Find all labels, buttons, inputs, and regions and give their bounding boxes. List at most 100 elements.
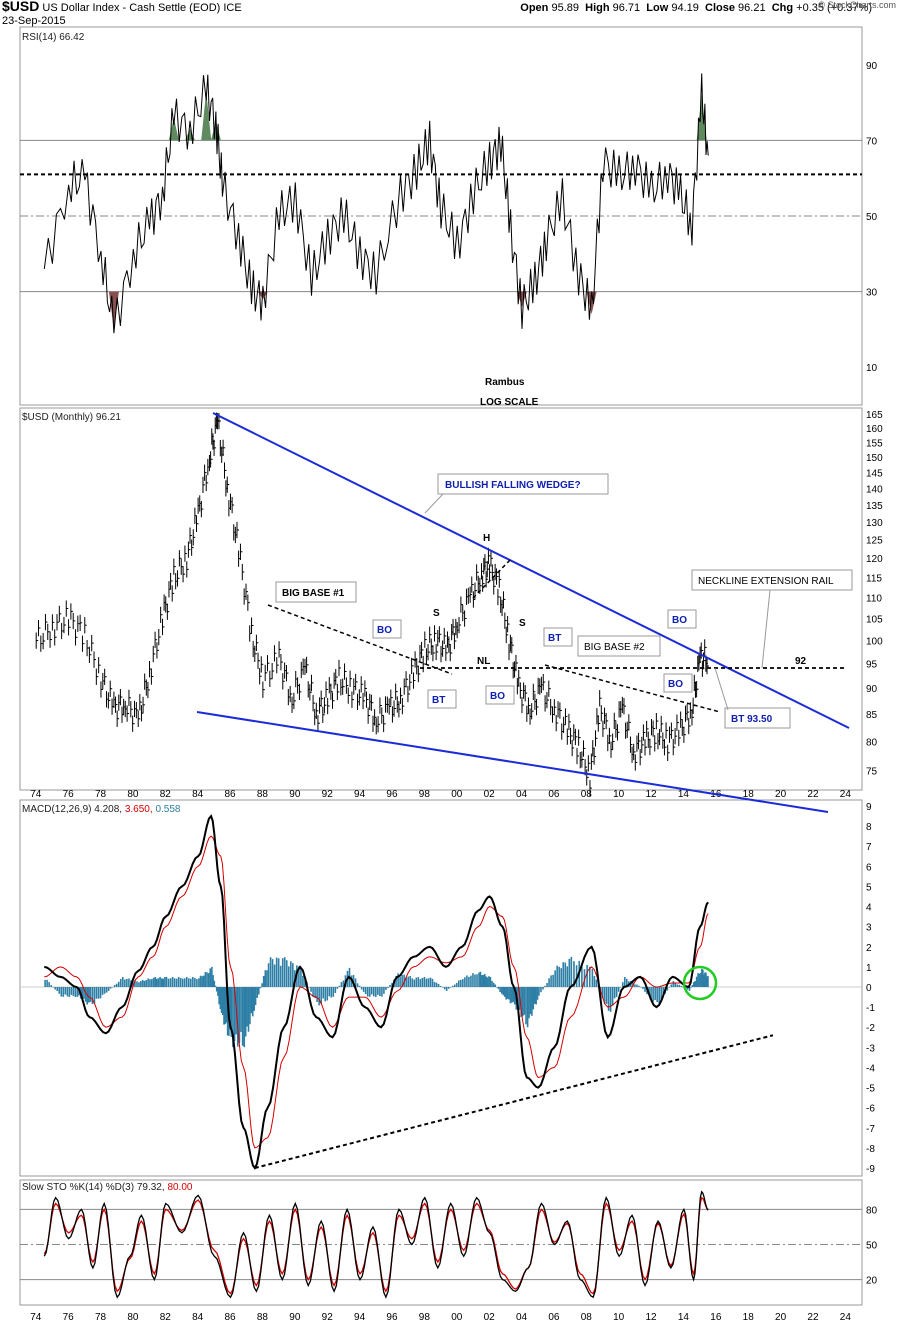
macd-histogram-bar — [702, 969, 704, 987]
macd-histogram-bar — [688, 987, 691, 991]
rsi-y-tick: 10 — [866, 363, 878, 374]
price-x-tick: 92 — [322, 789, 334, 800]
macd-histogram-bar — [672, 981, 675, 987]
macd-histogram-bar — [375, 987, 377, 997]
macd-histogram-bar — [377, 987, 379, 995]
macd-histogram-bar — [366, 987, 369, 997]
macd-histogram-bar — [152, 977, 155, 987]
macd-histogram-bar — [103, 987, 106, 994]
macd-histogram-bar — [660, 987, 663, 1000]
annotation-nl: NL — [477, 656, 490, 667]
price-y-tick: 75 — [866, 767, 878, 778]
macd-histogram-bar — [358, 985, 361, 987]
sto-label-value: 79.32, — [137, 1182, 168, 1193]
rsi-annotation-log-scale: LOG SCALE — [480, 397, 539, 408]
price-x-tick: 00 — [451, 789, 463, 800]
price-y-tick: 115 — [866, 573, 882, 584]
macd-histogram-bar — [381, 987, 383, 997]
macd-histogram-bar — [352, 975, 355, 987]
macd-histogram-bar — [157, 978, 160, 987]
macd-histogram-bar — [316, 987, 318, 1002]
macd-histogram-bar — [540, 987, 542, 993]
sto-x-tick: 18 — [743, 1312, 755, 1323]
macd-histogram-bar — [526, 987, 529, 1028]
macd-histogram-bar — [512, 987, 515, 1002]
macd-histogram-bar — [262, 975, 265, 987]
macd-y-tick: 1 — [866, 963, 872, 974]
macd-histogram-bar — [285, 960, 288, 987]
macd-histogram-bar — [169, 978, 172, 987]
macd-histogram-bar — [356, 983, 359, 987]
macd-histogram-bar — [219, 987, 222, 1010]
macd-histogram-bar — [141, 979, 144, 987]
macd-histogram-bar — [383, 987, 385, 994]
macd-histogram-bar — [497, 987, 500, 990]
big-base-2-line — [544, 664, 721, 713]
macd-histogram-bar — [308, 987, 310, 988]
macd-histogram-bar — [611, 987, 614, 1006]
sto-x-tick: 78 — [95, 1312, 107, 1323]
callout-pointer — [714, 667, 729, 711]
macd-histogram-bar — [466, 975, 468, 987]
sto-x-tick: 22 — [807, 1312, 819, 1323]
annotation-s-right: S — [519, 618, 526, 629]
panel-frame-sto — [19, 1179, 863, 1306]
macd-histogram-bar — [328, 987, 331, 997]
macd-histogram-bar — [500, 987, 503, 994]
macd-histogram — [44, 956, 709, 1048]
rsi-line — [43, 73, 709, 334]
macd-histogram-bar — [362, 987, 365, 992]
macd-histogram-bar — [395, 975, 397, 987]
price-y-tick: 155 — [866, 438, 883, 449]
macd-histogram-bar — [207, 973, 210, 987]
macd-histogram-bar — [520, 987, 522, 1018]
macd-histogram-bar — [340, 982, 343, 987]
macd-histogram-bar — [409, 975, 412, 987]
macd-histogram-bar — [204, 971, 207, 987]
annotation-big-base-1: BIG BASE #1 — [282, 588, 345, 599]
macd-histogram-bar — [517, 987, 519, 1009]
macd-histogram-bar — [254, 987, 257, 1006]
rsi-annotation-rambus: Rambus — [485, 377, 525, 388]
macd-histogram-bar — [220, 987, 223, 1013]
annotation-bo-4: BO — [672, 615, 687, 626]
macd-histogram-bar — [485, 976, 487, 987]
callout-box — [543, 627, 573, 647]
rsi-y-tick: 90 — [866, 61, 878, 72]
macd-y-tick: 6 — [866, 862, 872, 873]
macd-histogram-bar — [483, 973, 486, 987]
macd-histogram-bar — [128, 978, 130, 987]
sto-x-tick: 96 — [386, 1312, 398, 1323]
sto-x-tick: 94 — [354, 1312, 366, 1323]
symbol-name: US Dollar Index - Cash Settle (EOD) — [42, 2, 221, 14]
price-y-tick: 100 — [866, 637, 883, 648]
macd-histogram-bar — [253, 987, 255, 1011]
macd-histogram-bar — [433, 981, 436, 987]
macd-histogram-bar — [458, 980, 460, 987]
price-y-tick: 120 — [866, 554, 883, 565]
macd-histogram-bar — [314, 987, 316, 999]
macd-histogram-bar — [479, 971, 482, 987]
macd-histogram-bar — [617, 987, 620, 992]
price-y-tick: 90 — [866, 684, 878, 695]
price-x-tick: 20 — [775, 789, 787, 800]
macd-histogram-bar — [93, 987, 96, 1004]
macd-histogram-bar — [550, 975, 552, 987]
macd-histogram-bar — [173, 978, 176, 987]
macd-histogram-bar — [638, 985, 640, 987]
sto-x-tick: 92 — [322, 1312, 334, 1323]
macd-histogram-bar — [533, 987, 536, 1004]
macd-histogram-bar — [619, 987, 622, 988]
macd-histogram-bar — [196, 979, 198, 987]
macd-histogram-bar — [634, 984, 636, 987]
macd-histogram-bar — [499, 987, 501, 993]
macd-histogram-bar — [508, 987, 510, 1000]
annotation-bullish-falling-wedge: BULLISH FALLING WEDGE? — [445, 480, 581, 491]
macd-histogram-bar — [183, 978, 186, 987]
panel-frame-macd — [19, 799, 863, 1177]
macd-histogram-bar — [238, 987, 241, 1043]
macd-histogram-bar — [472, 973, 474, 987]
price-y-tick: 95 — [866, 660, 878, 671]
macd-histogram-bar — [179, 977, 182, 987]
price-x-tick: 82 — [160, 789, 172, 800]
